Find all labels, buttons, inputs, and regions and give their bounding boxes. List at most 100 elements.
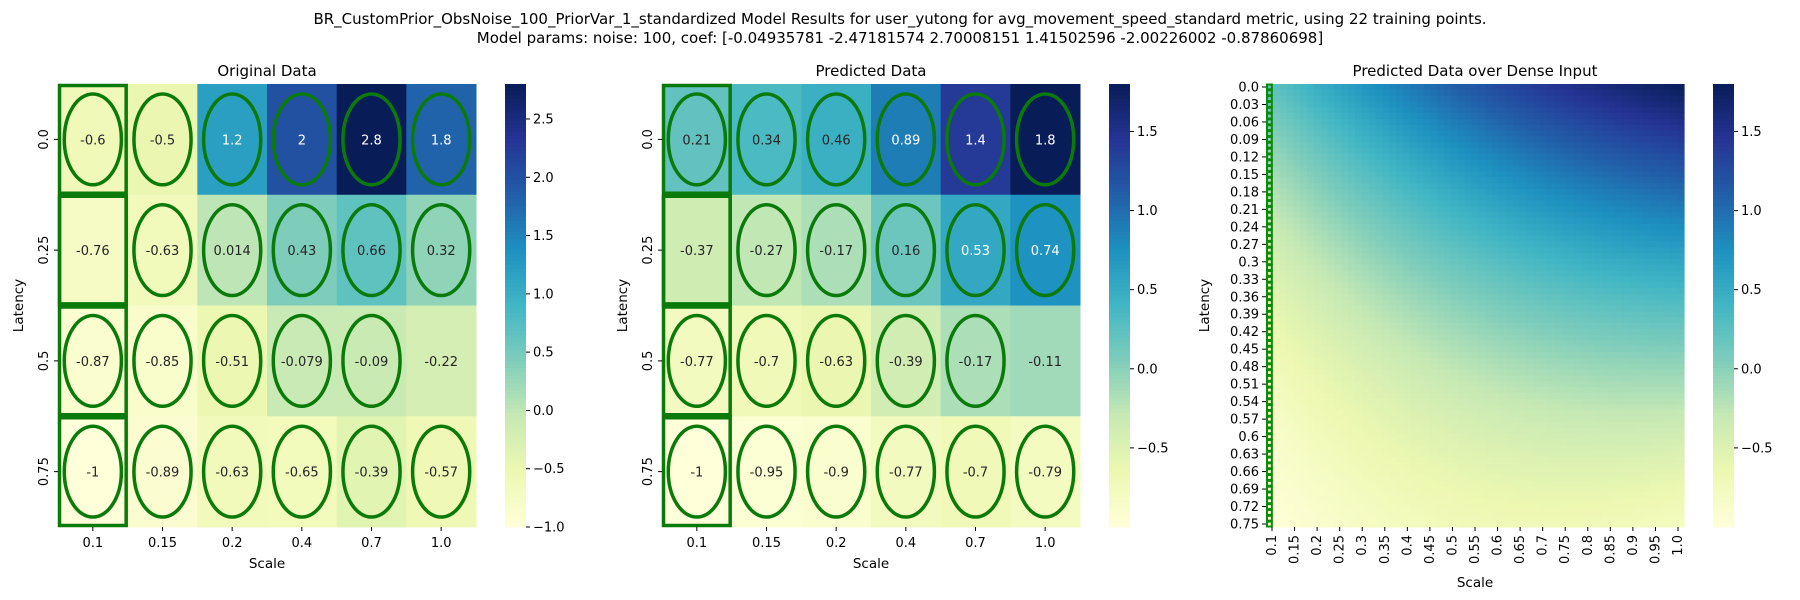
dense-cell [1368, 241, 1377, 248]
dense-cell [1293, 317, 1301, 324]
dense-cell [1464, 311, 1473, 318]
cell-marker-ellipse [201, 202, 263, 298]
dense-cell [1451, 142, 1459, 149]
dense-cell [1478, 95, 1486, 103]
dense-cell [1560, 235, 1569, 242]
dense-cell [1478, 381, 1486, 388]
dense-cell [1430, 276, 1438, 283]
dense-cell [1361, 130, 1370, 138]
dense-cell [1272, 410, 1281, 417]
dense-cell [1423, 293, 1432, 301]
dense-cell [1588, 369, 1596, 377]
dense-cell [1341, 305, 1349, 312]
dense-cell [1348, 480, 1356, 487]
dense-cell [1492, 427, 1500, 435]
dense-cell [1348, 148, 1356, 155]
dense-cell [1512, 311, 1521, 318]
dense-cell [1608, 381, 1617, 388]
dense-cell [1430, 305, 1438, 312]
dense-cell [1608, 357, 1617, 365]
dense-cell [1375, 357, 1384, 365]
dense-cell [1334, 340, 1342, 347]
colorbar-segment [1109, 176, 1130, 181]
dense-cell [1341, 194, 1349, 202]
dense-cell [1416, 188, 1425, 196]
dense-cell [1560, 340, 1569, 347]
dense-cell [1670, 136, 1678, 143]
dense-cell [1382, 404, 1390, 412]
dense-cell [1361, 142, 1370, 149]
dense-cell [1505, 486, 1514, 493]
colorbar-segment [505, 91, 526, 96]
dense-cell [1588, 387, 1596, 394]
dense-cell [1546, 200, 1555, 208]
dense-cell [1663, 113, 1671, 120]
colorbar-segment [1109, 279, 1130, 284]
dense-cell [1437, 299, 1445, 307]
dense-cell [1649, 317, 1658, 324]
dense-cell [1334, 130, 1342, 138]
dense-cell [1512, 352, 1521, 359]
dense-cell [1588, 171, 1596, 178]
dense-cell [1574, 381, 1582, 388]
dense-cell [1533, 433, 1541, 441]
dense-cell [1307, 404, 1315, 412]
dense-cell [1334, 247, 1342, 254]
dense-cell [1327, 165, 1336, 173]
dense-cell [1677, 433, 1685, 441]
dense-cell [1594, 398, 1603, 406]
dense-cell [1622, 84, 1630, 91]
dense-cell [1286, 404, 1295, 412]
dense-cell [1437, 101, 1445, 108]
dense-cell [1594, 387, 1603, 394]
dense-cell [1279, 293, 1288, 301]
dense-cell [1293, 258, 1301, 266]
dense-cell [1471, 171, 1480, 178]
colorbar-segment [1109, 423, 1130, 428]
dense-cell [1546, 352, 1555, 359]
dense-cell [1642, 247, 1651, 254]
dense-cell [1622, 305, 1630, 312]
dense-cell [1464, 451, 1473, 458]
dense-cell [1492, 282, 1500, 289]
dense-cell [1320, 346, 1329, 353]
dense-cell [1368, 89, 1377, 97]
data-label: 0.21 [682, 133, 711, 148]
dense-cell [1567, 130, 1575, 138]
colorbar-segment [505, 504, 526, 510]
dense-cell [1498, 293, 1507, 301]
dense-cell [1327, 253, 1336, 260]
dense-cell [1636, 84, 1644, 91]
dense-cell [1444, 206, 1452, 213]
dense-cell [1423, 177, 1432, 184]
dense-cell [1334, 282, 1342, 289]
dense-cell [1341, 340, 1349, 347]
dense-cell [1478, 299, 1486, 307]
dense-cell [1629, 375, 1637, 382]
dense-cell [1437, 206, 1445, 213]
dense-cell [1464, 270, 1473, 277]
dense-cell [1533, 218, 1541, 225]
dense-cell [1348, 130, 1356, 138]
dense-cell [1608, 223, 1617, 231]
dense-cell [1636, 136, 1644, 143]
dense-cell [1409, 136, 1418, 143]
dense-cell [1423, 223, 1432, 231]
dense-cell [1307, 288, 1315, 295]
dense-cell [1423, 142, 1432, 149]
dense-cell [1636, 288, 1644, 295]
dense-cell [1663, 153, 1671, 161]
dense-cell [1642, 288, 1651, 295]
dense-cell [1286, 276, 1295, 283]
dense-cell [1608, 95, 1617, 103]
dense-cell [1574, 84, 1582, 91]
dense-cell [1567, 299, 1575, 307]
dense-cell [1444, 427, 1452, 435]
dense-cell [1313, 387, 1322, 394]
dense-cell [1677, 311, 1685, 318]
dense-cell [1526, 305, 1534, 312]
dense-cell [1649, 235, 1658, 242]
dense-cell [1505, 334, 1514, 342]
dense-cell [1286, 223, 1295, 231]
dense-cell [1341, 322, 1349, 330]
